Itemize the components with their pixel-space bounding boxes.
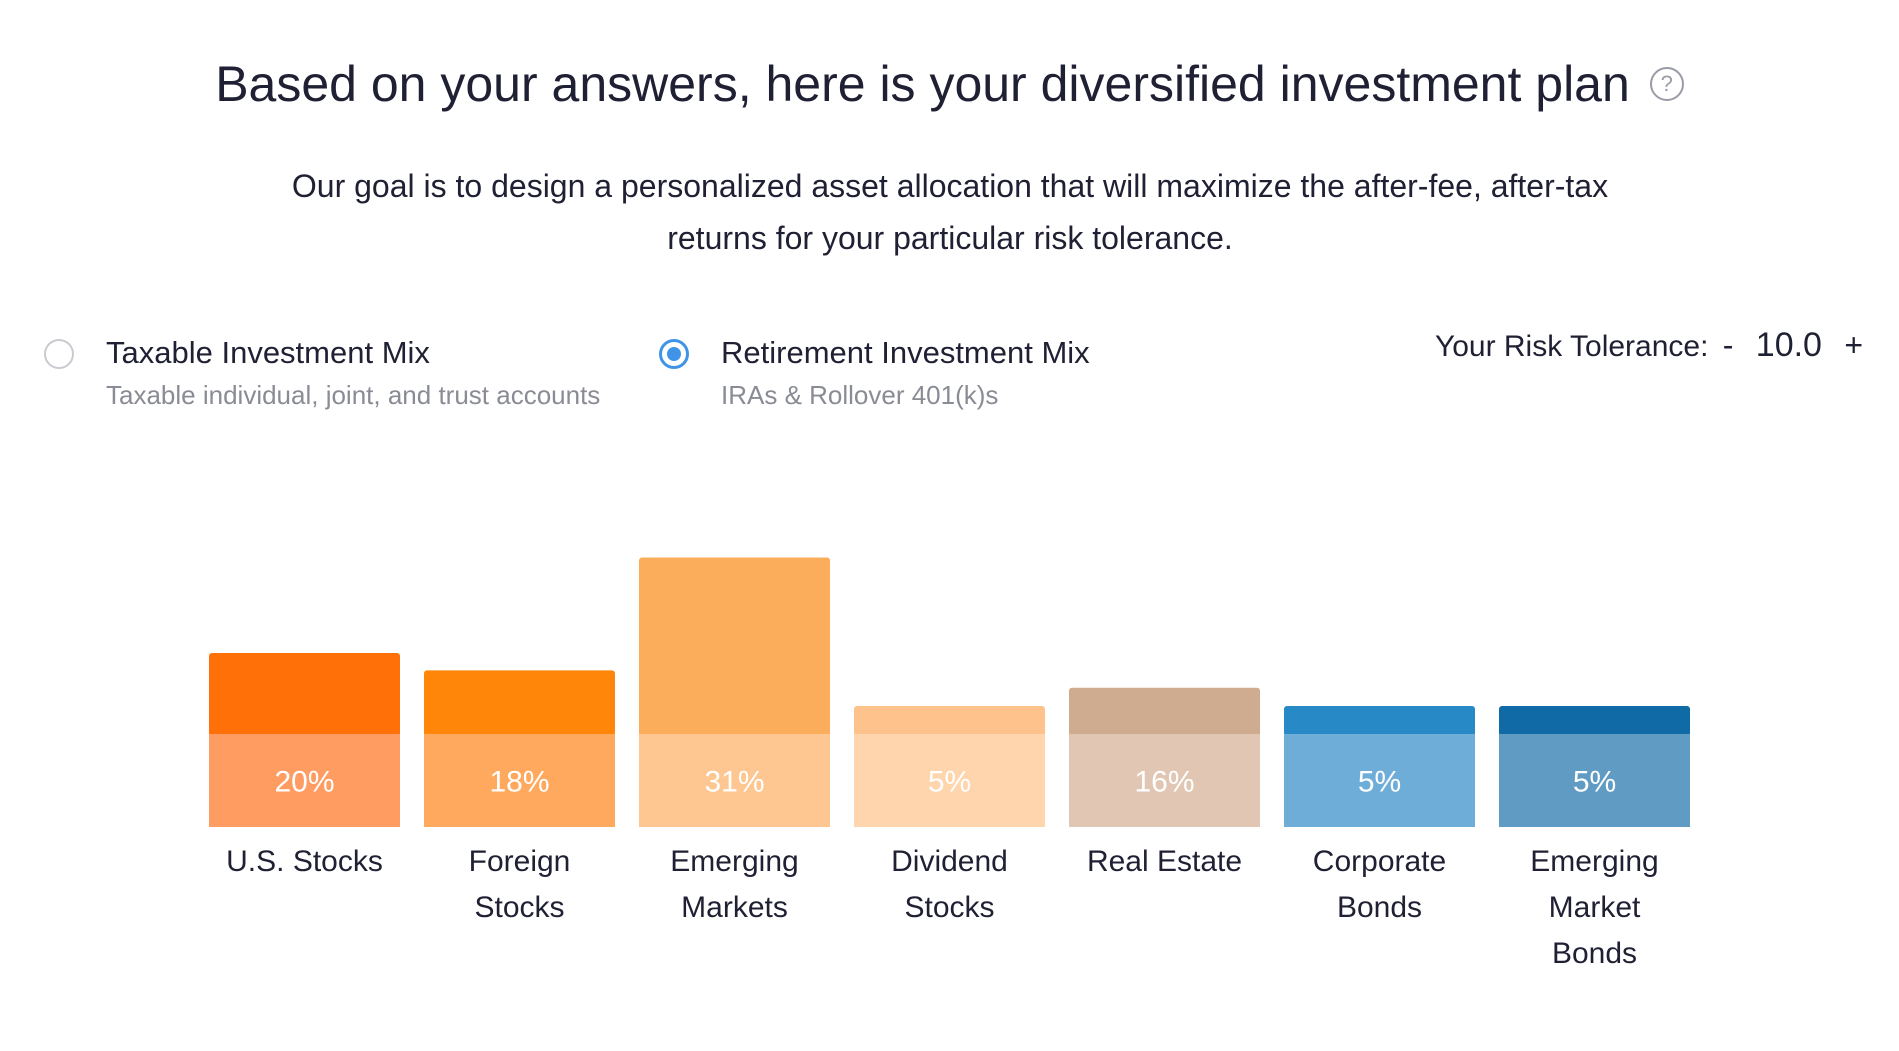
bar-top-segment[interactable] — [209, 653, 400, 736]
category-label: Markets — [681, 891, 788, 924]
bar-top-segment[interactable] — [1284, 706, 1475, 736]
taxable-mix-label: Taxable Investment Mix — [106, 335, 430, 370]
category-label: Bonds — [1337, 891, 1422, 924]
bar-top-segment[interactable] — [854, 706, 1045, 736]
bar-value-label: 5% — [1573, 766, 1616, 799]
bar-value-label: 5% — [1358, 766, 1401, 799]
category-label: Market — [1549, 891, 1641, 924]
risk-tolerance-control: Your Risk Tolerance: - 10.0 + — [1435, 326, 1869, 365]
bar-group-2[interactable]: 31% Emerging Markets — [639, 557, 830, 924]
page-title-text: Based on your answers, here is your dive… — [215, 56, 1630, 112]
category-label: Real Estate — [1087, 845, 1242, 878]
bar-bottom-segment[interactable] — [639, 734, 830, 827]
bar-group-0[interactable]: 20% U.S. Stocks — [209, 653, 400, 878]
bar-top-segment[interactable] — [639, 557, 830, 736]
bar-bottom-segment[interactable] — [424, 734, 615, 827]
bar-group-3[interactable]: 5% Dividend Stocks — [854, 706, 1045, 924]
risk-decrement-button[interactable]: - — [1722, 327, 1734, 363]
bar-value-label: 18% — [489, 766, 549, 799]
bar-top-segment[interactable] — [1499, 706, 1690, 736]
subtitle-line-2: returns for your particular risk toleran… — [667, 220, 1233, 256]
bar-top-segment[interactable] — [424, 670, 615, 736]
category-label: Emerging — [670, 845, 798, 878]
question-circle-icon[interactable]: ? — [1649, 66, 1684, 101]
bar-group-5[interactable]: 5% Corporate Bonds — [1284, 706, 1475, 924]
bar-top-segment[interactable] — [1069, 687, 1260, 736]
bar-value-label: 31% — [704, 766, 764, 799]
bar-bottom-segment[interactable] — [209, 734, 400, 827]
category-label: Stocks — [474, 891, 564, 924]
page-subtitle: Our goal is to design a personalized ass… — [200, 160, 1700, 264]
page-title: Based on your answers, here is your dive… — [0, 52, 1899, 116]
bar-group-4[interactable]: 16% Real Estate — [1069, 687, 1260, 878]
category-label: Corporate — [1313, 845, 1446, 878]
category-label: Stocks — [904, 891, 994, 924]
bar-bottom-segment[interactable] — [854, 734, 1045, 827]
bar-group-1[interactable]: 18% Foreign Stocks — [424, 670, 615, 924]
category-label: Dividend — [891, 845, 1008, 878]
bar-value-label: 16% — [1134, 766, 1194, 799]
risk-increment-button[interactable]: + — [1844, 327, 1863, 363]
risk-tolerance-label: Your Risk Tolerance: — [1434, 330, 1709, 363]
category-label: Emerging — [1530, 845, 1658, 878]
retirement-mix-label: Retirement Investment Mix — [721, 335, 1090, 370]
subtitle-line-1: Our goal is to design a personalized ass… — [291, 168, 1609, 204]
retirement-mix-radio[interactable] — [659, 339, 689, 369]
category-label: Foreign — [469, 845, 571, 878]
bar-bottom-segment[interactable] — [1499, 734, 1690, 827]
taxable-mix-description: Taxable individual, joint, and trust acc… — [106, 380, 601, 410]
bar-bottom-segment[interactable] — [1069, 734, 1260, 827]
retirement-mix-description: IRAs & Rollover 401(k)s — [721, 380, 999, 410]
risk-tolerance-value: 10.0 — [1755, 326, 1822, 364]
bar-value-label: 20% — [274, 766, 334, 799]
bar-bottom-segment[interactable] — [1284, 734, 1475, 827]
category-label: Bonds — [1552, 937, 1637, 970]
taxable-mix-radio[interactable] — [44, 339, 74, 369]
bar-value-label: 5% — [928, 766, 971, 799]
bar-group-6[interactable]: 5% Emerging Market Bonds — [1499, 706, 1690, 970]
category-label: U.S. Stocks — [226, 845, 383, 878]
